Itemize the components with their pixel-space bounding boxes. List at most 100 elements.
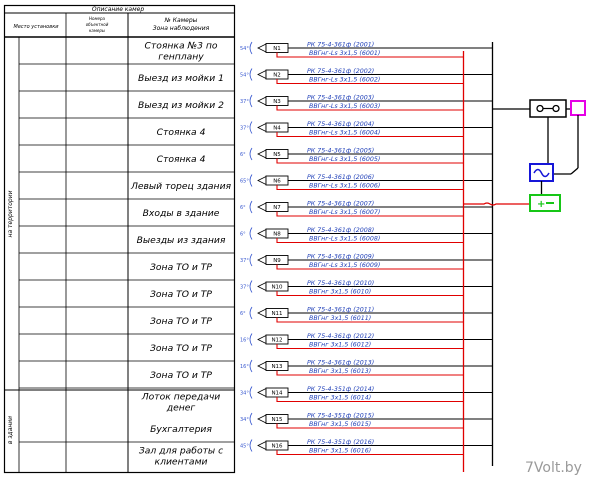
zone-label: денег <box>166 403 196 414</box>
camera-item: 6° N8 РК 75-4-361ф (2008) ВВГнг-Ls 3х1,5 (6… <box>240 227 493 244</box>
recorder-port-right-icon <box>552 104 560 113</box>
power-cable-label: ВВГнг-Ls 3х1,5 (6001) <box>309 50 380 57</box>
power-cable-label: ВВГнг 3х1,5 (6014) <box>309 395 371 402</box>
camera-table: Описание камер Место установки Номера об… <box>3 4 236 474</box>
coax-cable-label: РК 75-4-361ф (2008) <box>307 227 374 234</box>
camera-lens-icon <box>257 387 267 398</box>
view-arc-icon <box>249 227 253 240</box>
camera-lens-icon <box>257 122 267 133</box>
view-angle-label: 34° <box>240 391 249 397</box>
header-place: Место установки <box>14 24 60 30</box>
camera-id: N3 <box>273 99 281 105</box>
coax-cable-label: РК 75-4-361ф (2012) <box>307 333 374 340</box>
power-cable-label: ВВГнг 3х1,5 (6016) <box>309 448 371 455</box>
power-line <box>276 105 464 111</box>
power-cable-label: ВВГнг-Ls 3х1,5 (6007) <box>309 209 380 216</box>
camera-item: 54° N2 РК 75-4-361ф (2002) ВВГнг-Ls 3х1,5 (… <box>240 68 493 85</box>
power-line <box>276 450 464 456</box>
power-feed-line <box>463 202 530 206</box>
coax-cable-label: РК 75-4-351ф (2015) <box>307 412 374 419</box>
view-arc-icon <box>249 439 253 452</box>
camera-item: 65° N6 РК 75-4-361ф (2006) ВВГнг-Ls 3х1,5 (… <box>240 174 493 191</box>
camera-item: 45° N16 РК 75-4-351ф (2016) ВВГнг 3х1,5 (60… <box>240 439 493 456</box>
view-arc-icon <box>249 41 253 55</box>
coax-cable-label: РК 75-4-351ф (2016) <box>307 439 374 446</box>
power-cable-label: ВВГнг-Ls 3х1,5 (6006) <box>309 183 380 190</box>
camera-id: N16 <box>271 444 283 450</box>
power-cable-label: ВВГнг-Ls 3х1,5 (6003) <box>309 103 380 110</box>
camera-lens-icon <box>257 69 267 80</box>
view-arc-icon <box>249 200 253 214</box>
camera-lens-icon <box>257 440 267 451</box>
camera-id: N13 <box>271 364 283 370</box>
zone-label: Бухгалтерия <box>150 424 212 435</box>
power-cable-label: ВВГнг-Ls 3х1,5 (6004) <box>309 130 380 137</box>
header-number-3: камеры <box>89 28 105 33</box>
header-camera-1: № Камеры <box>164 17 198 24</box>
camera-item: 37° N3 РК 75-4-361ф (2003) ВВГнг-Ls 3х1,5 (… <box>240 94 493 111</box>
power-line <box>276 317 464 323</box>
table-title: Описание камер <box>92 6 144 13</box>
coax-cable-label: РК 75-4-361ф (2002) <box>307 68 374 75</box>
zone-label: Выезд из мойки 1 <box>138 73 224 84</box>
camera-item: 6° N5 РК 75-4-361ф (2005) ВВГнг-Ls 3х1,5 (6… <box>240 147 493 164</box>
camera-id: N6 <box>273 179 281 185</box>
camera-id: N8 <box>273 232 281 238</box>
power-cable-label: ВВГнг-Ls 3х1,5 (6005) <box>309 156 380 163</box>
zone-label: Зал для работы с <box>139 446 223 457</box>
view-angle-label: 34° <box>240 417 249 423</box>
view-angle-label: 37° <box>240 99 249 105</box>
zone-label: Зона ТО и ТР <box>150 343 212 354</box>
camera-lens-icon <box>257 202 267 212</box>
power-cable-label: ВВГнг 3х1,5 (6011) <box>309 315 371 322</box>
power-line <box>276 185 464 191</box>
camera-id: N1 <box>273 46 281 52</box>
coax-cable-label: РК 75-4-361ф (2009) <box>307 253 374 260</box>
camera-id: N14 <box>271 391 283 397</box>
header-camera-2: Зона наблюдения <box>153 25 210 32</box>
view-angle-label: 6° <box>240 152 246 158</box>
camera-lens-icon <box>257 414 267 424</box>
view-angle-label: 37° <box>240 258 249 264</box>
camera-lens-icon <box>257 43 267 53</box>
zone-label: клиентами <box>155 457 208 468</box>
view-arc-icon <box>249 121 253 134</box>
power-line <box>276 397 464 403</box>
zone-label: генплану <box>158 52 204 63</box>
view-angle-label: 16° <box>240 364 249 370</box>
camera-item: 37° N10 РК 75-4-361ф (2010) ВВГнг 3х1,5 (60… <box>240 280 493 297</box>
view-arc-icon <box>249 359 253 373</box>
ac-wave-icon <box>533 168 550 178</box>
coax-cable-label: РК 75-4-361ф (2007) <box>307 200 374 207</box>
power-cable-label: ВВГнг-Ls 3х1,5 (6008) <box>309 236 380 243</box>
camera-item: 16° N12 РК 75-4-361ф (2012) ВВГнг 3х1,5 (60… <box>240 333 493 350</box>
recorder-port-left-icon <box>536 104 544 113</box>
coax-cable-label: РК 75-4-361ф (2010) <box>307 280 374 287</box>
view-arc-icon <box>249 412 253 426</box>
camera-id: N4 <box>273 126 281 132</box>
view-arc-icon <box>249 174 253 187</box>
camera-lens-icon <box>257 334 267 345</box>
view-angle-label: 54° <box>240 46 249 52</box>
zone-label: Стоянка №3 по <box>145 41 218 52</box>
view-arc-icon <box>249 147 253 161</box>
zone-label: Зона ТО и ТР <box>150 262 212 273</box>
zone-label: Выезд из мойки 2 <box>138 100 224 111</box>
camera-list: 54° N1 РК 75-4-361ф (2001) ВВГнг-Ls 3х1,5 (… <box>240 41 493 456</box>
watermark: 7Volt.by <box>525 460 582 476</box>
coax-cable-label: РК 75-4-351ф (2014) <box>307 386 374 393</box>
view-angle-label: 6° <box>240 311 246 317</box>
view-angle-label: 6° <box>240 205 246 211</box>
power-line <box>276 132 464 138</box>
dc-plus-icon: + <box>537 199 545 210</box>
equipment-block: + <box>463 99 586 212</box>
zone-label: Входы в здание <box>143 208 220 219</box>
power-cable-label: ВВГнг 3х1,5 (6010) <box>309 289 371 296</box>
camera-item: 54° N1 РК 75-4-361ф (2001) ВВГнг-Ls 3х1,5 (… <box>240 41 493 58</box>
camera-id: N7 <box>273 205 281 211</box>
power-line <box>276 423 464 429</box>
camera-lens-icon <box>257 149 267 159</box>
coax-cable-label: РК 75-4-361ф (2005) <box>307 147 374 154</box>
zone-label: Зона ТО и ТР <box>150 316 212 327</box>
